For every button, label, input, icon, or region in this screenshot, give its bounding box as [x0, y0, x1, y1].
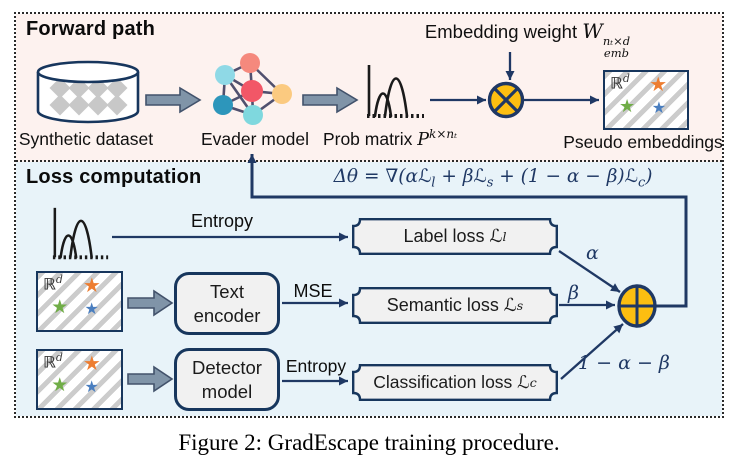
loss-computation-title: Loss computation: [26, 166, 202, 188]
arrow-rd-to-detector-icon: [127, 365, 174, 393]
forward-path-title: Forward path: [26, 18, 156, 40]
arrow-alpha: [558, 250, 621, 293]
synthetic-dataset-label: Synthetic dataset: [18, 129, 154, 149]
pseudo-embeddings-input-1: ℝd ★ ★ ★: [36, 271, 123, 332]
block-arrow-icons: [127, 86, 359, 393]
green-star-icon: ★: [51, 374, 69, 396]
detector-model-box: Detector model: [174, 348, 280, 411]
evader-model-label: Evader model: [201, 129, 309, 149]
plaque-shape: [352, 218, 558, 255]
orange-star-icon: ★: [82, 352, 101, 375]
multiply-icon: [487, 81, 525, 119]
synthetic-dataset-icon: [36, 60, 140, 124]
pseudo-embeddings-input-2: ℝd ★ ★ ★: [36, 349, 123, 410]
blue-star-icon: ★: [651, 100, 667, 118]
plaque-shape: [352, 364, 558, 401]
green-star-icon: ★: [618, 95, 636, 116]
sum-icon: [617, 284, 657, 328]
blue-star-icon: ★: [84, 379, 99, 397]
text-encoder-box: Text encoder: [174, 272, 280, 335]
one-minus-alpha-beta-label: 1 − α − β: [578, 352, 670, 374]
blue-star-icon: ★: [84, 301, 99, 319]
evader-model-icon: [213, 53, 292, 125]
entropy-label-2: Entropy: [285, 356, 347, 376]
arrow-evader-to-prob-icon: [302, 86, 359, 114]
plaque-shape: [352, 287, 558, 324]
beta-label: β: [568, 282, 579, 304]
arrow-one-minus: [560, 323, 624, 380]
arrow-rd-to-encoder-icon: [127, 289, 174, 317]
feedback-path-to-evader: [247, 154, 688, 308]
prob-matrix-label: Prob matrix Pk×nₜ: [322, 127, 458, 150]
entropy-label-1: Entropy: [190, 211, 254, 231]
flow-lines: [112, 52, 688, 386]
orange-star-icon: ★: [82, 274, 101, 297]
orange-star-icon: ★: [649, 73, 668, 96]
mse-label: MSE: [293, 281, 333, 301]
figure-caption: Figure 2: GradEscape training procedure.: [178, 430, 560, 455]
pseudo-embeddings-icon: ℝd ★ ★ ★: [603, 70, 689, 130]
entropy-histogram-icon: [52, 207, 109, 260]
green-star-icon: ★: [51, 296, 69, 318]
gradient-formula: Δθ = ∇(αℒl + βℒs + (1 − α − β)ℒc): [333, 166, 653, 191]
pseudo-embeddings-label: Pseudo embeddings: [563, 132, 723, 152]
alpha-label: α: [586, 242, 599, 264]
arrow-dataset-to-evader-icon: [145, 86, 202, 114]
prob-matrix-icon: [367, 65, 424, 118]
